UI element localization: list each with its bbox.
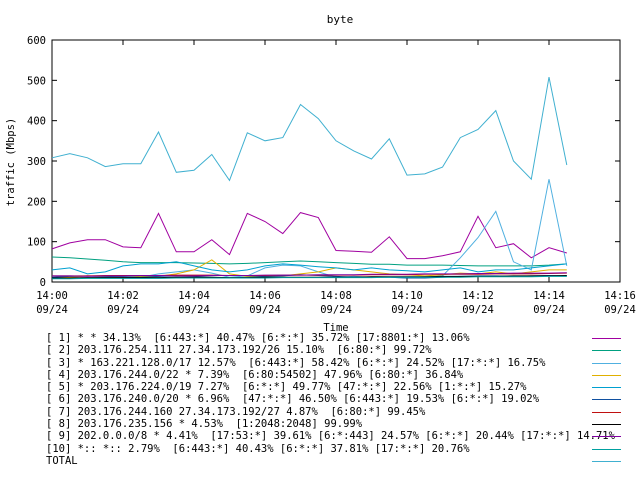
legend-entry: [ 8] 203.176.235.156 * 4.53% [1:2048:204…	[0, 418, 640, 430]
legend-entry: [ 1] * * 34.13% [6:443:*] 40.47% [6:*:*]…	[0, 332, 640, 344]
legend-label: [ 7] 203.176.244.160 27.34.173.192/27 4.…	[46, 405, 426, 418]
legend-entry: [ 5] * 203.176.224.0/19 7.27% [6:*:*] 49…	[0, 381, 640, 393]
legend-swatch	[592, 387, 621, 389]
legend-label: [ 5] * 203.176.224.0/19 7.27% [6:*:*] 49…	[46, 381, 527, 394]
legend-label: [ 9] 202.0.0.0/8 * 4.41% [17:53:*] 39.61…	[46, 430, 615, 443]
x-tick-label-time: 14:12	[462, 290, 494, 302]
legend-entry: [ 2] 203.176.254.111 27.34.173.192/26 15…	[0, 344, 640, 356]
x-tick-label-date: 09/24	[178, 304, 210, 316]
series-line-10	[52, 275, 567, 280]
x-tick-label-time: 14:10	[391, 290, 423, 302]
x-tick-label-time: 14:00	[36, 290, 68, 302]
x-axis: 14:00 09/24 14:02 09/24 14:04 09/24 14:06 09/24…	[36, 40, 636, 316]
legend-entry: [ 7] 203.176.244.160 27.34.173.192/27 4.…	[0, 406, 640, 418]
x-tick-label-time: 14:06	[249, 290, 281, 302]
legend-label: [ 6] 203.176.240.0/20 * 6.96% [47:*:*] 4…	[46, 393, 540, 406]
chart-title: byte	[327, 13, 354, 26]
legend-swatch	[592, 460, 621, 462]
legend-label: TOTAL	[46, 454, 78, 467]
legend-entry: TOTAL	[0, 455, 640, 467]
y-tick-label: 300	[27, 156, 46, 168]
legend-entry: [ 6] 203.176.240.0/20 * 6.96% [47:*:*] 4…	[0, 393, 640, 405]
legend-label: [ 4] 203.176.244.0/22 * 7.39% [6:80:5450…	[46, 368, 464, 381]
chart: byte traffic (Mbps) Time 0 100 200 300 400 50…	[5, 13, 636, 334]
series-line-1	[51, 212, 567, 260]
legend-swatch	[592, 338, 621, 339]
legend: [ 1] * * 34.13% [6:443:*] 40.47% [6:*:*]…	[0, 332, 640, 467]
x-tick-label-time: 14:02	[107, 290, 139, 302]
x-tick-label-date: 09/24	[462, 304, 494, 316]
x-tick-label-time: 14:14	[533, 290, 565, 302]
y-tick-label: 600	[27, 35, 46, 47]
legend-label: [ 8] 203.176.235.156 * 4.53% [1:2048:204…	[46, 418, 363, 431]
legend-swatch	[592, 374, 621, 376]
x-tick-label-date: 09/24	[533, 304, 565, 316]
legend-entry: [ 4] 203.176.244.0/22 * 7.39% [6:80:5450…	[0, 369, 640, 381]
legend-swatch	[592, 399, 621, 401]
legend-swatch	[592, 448, 621, 450]
x-tick-label-date: 09/24	[391, 304, 423, 316]
y-tick-label: 200	[27, 196, 46, 208]
y-tick-label: 500	[27, 75, 46, 87]
x-tick-label-time: 14:04	[178, 290, 210, 302]
legend-label: [10] *:: *:: 2.79% [6:443:*] 40.43% [6:*…	[46, 442, 470, 455]
legend-entry: [ 3] * 163.221.128.0/17 12.57% [6:443:*]…	[0, 357, 640, 369]
legend-label: [ 2] 203.176.254.111 27.34.173.192/26 15…	[46, 344, 432, 357]
x-tick-label-date: 09/24	[604, 304, 636, 316]
x-tick-label-time: 14:16	[604, 290, 636, 302]
legend-swatch	[592, 411, 621, 413]
x-tick-label-date: 09/24	[320, 304, 352, 316]
legend-swatch	[592, 362, 621, 364]
y-tick-label: 400	[27, 116, 46, 128]
legend-entry: [ 9] 202.0.0.0/8 * 4.41% [17:53:*] 39.61…	[0, 430, 640, 442]
x-tick-label-date: 09/24	[36, 304, 68, 316]
series-line-2	[51, 256, 567, 267]
legend-label: [ 1] * * 34.13% [6:443:*] 40.47% [6:*:*]…	[46, 332, 470, 344]
y-axis: 0 100 200 300 400 500 600	[27, 35, 620, 289]
x-tick-label-date: 09/24	[107, 304, 139, 316]
series-line-5	[51, 261, 567, 275]
legend-swatch	[592, 350, 621, 352]
legend-swatch	[592, 436, 621, 438]
series-line-9	[52, 272, 567, 277]
x-tick-label-time: 14:08	[320, 290, 352, 302]
series-lines	[51, 77, 568, 280]
y-tick-label: 100	[27, 237, 46, 249]
series-line-11	[51, 77, 568, 182]
x-axis-label: Time	[323, 322, 348, 334]
legend-swatch	[592, 424, 621, 426]
legend-entry: [10] *:: *:: 2.79% [6:443:*] 40.43% [6:*…	[0, 443, 640, 455]
series-line-3	[51, 179, 568, 279]
x-tick-label-date: 09/24	[249, 304, 281, 316]
y-tick-label: 0	[40, 277, 46, 289]
legend-label: [ 3] * 163.221.128.0/17 12.57% [6:443:*]…	[46, 356, 546, 369]
y-axis-label: traffic (Mbps)	[5, 118, 17, 207]
